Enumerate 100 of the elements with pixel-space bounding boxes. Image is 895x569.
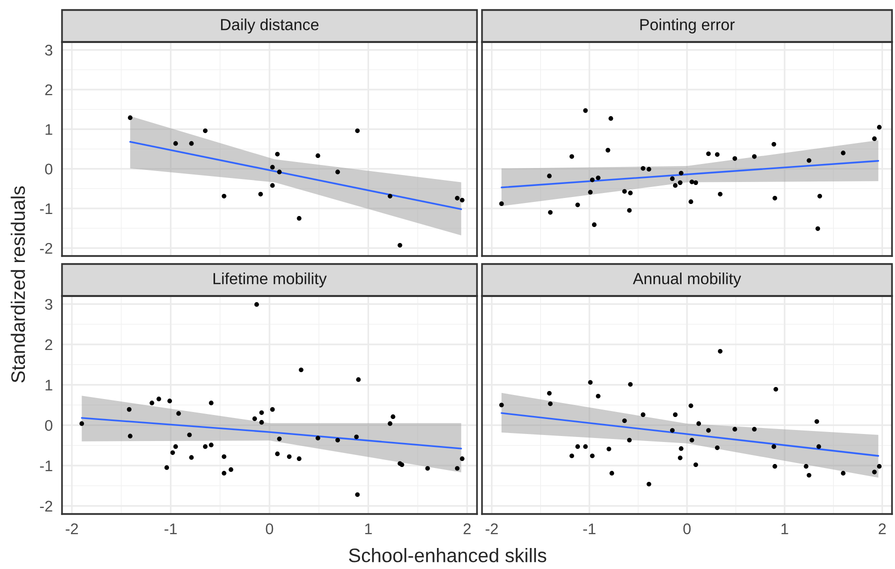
y-tick-label: 0 (45, 420, 52, 431)
point (499, 201, 504, 206)
point (596, 176, 600, 180)
point (627, 438, 632, 442)
point (583, 444, 588, 449)
point (189, 141, 194, 146)
point (164, 465, 170, 470)
point (460, 456, 464, 461)
x-tick-label: 1 (782, 524, 788, 534)
point (714, 152, 720, 157)
point (646, 166, 652, 172)
point (170, 450, 175, 455)
point (156, 396, 162, 402)
point (718, 192, 722, 196)
point (202, 128, 208, 134)
point (277, 436, 282, 442)
y-tick-label: 3 (45, 298, 52, 310)
point (208, 442, 214, 448)
point (316, 436, 320, 440)
point (388, 194, 392, 198)
y-tick-label: -1 (40, 203, 52, 214)
point (804, 464, 808, 469)
point (222, 470, 226, 476)
point (646, 482, 652, 486)
point (670, 176, 675, 182)
point (454, 196, 460, 200)
point (678, 456, 682, 460)
point (606, 148, 610, 152)
point (126, 407, 132, 412)
point (128, 115, 132, 120)
point (454, 466, 460, 471)
point (688, 404, 694, 408)
point (690, 438, 694, 442)
point (772, 142, 776, 147)
chart-title: Daily distance (221, 18, 319, 34)
y-tick-label: -2 (40, 500, 52, 512)
point (270, 164, 275, 170)
point (460, 198, 464, 202)
point (606, 446, 612, 452)
point (678, 446, 684, 451)
x-tick-label: 2 (878, 523, 886, 534)
point (772, 444, 776, 449)
point (547, 174, 552, 178)
point (173, 141, 178, 146)
x-tick-label: 2 (464, 523, 471, 534)
point (628, 190, 633, 196)
point (732, 156, 738, 161)
point (806, 158, 812, 163)
point (277, 170, 282, 174)
point (696, 421, 702, 426)
y-tick-label: 2 (45, 84, 52, 96)
point (718, 349, 722, 354)
point (298, 368, 304, 372)
point (176, 411, 181, 416)
point (252, 416, 257, 422)
point (570, 454, 574, 458)
point (547, 390, 552, 396)
point (672, 183, 678, 188)
y-tick-label: 1 (46, 124, 52, 135)
point (335, 170, 340, 174)
x-axis-title: School-enhanced skills (348, 548, 546, 562)
point (693, 180, 698, 185)
x-tick-label: -1 (164, 524, 177, 534)
point (356, 377, 361, 382)
point (354, 434, 359, 440)
point (814, 419, 820, 424)
y-tick-label: -2 (40, 242, 52, 254)
point (640, 412, 646, 417)
y-tick-label: -1 (40, 460, 52, 472)
point (388, 421, 392, 426)
point (670, 428, 675, 433)
point (390, 414, 396, 420)
x-tick-label: -2 (66, 523, 78, 534)
point (575, 444, 580, 449)
point (259, 410, 264, 415)
point (640, 166, 646, 171)
point (355, 492, 360, 497)
point (628, 382, 633, 387)
point (840, 150, 846, 156)
point (772, 196, 778, 200)
point (840, 470, 846, 476)
x-tick-label: 1 (365, 524, 372, 534)
point (592, 222, 597, 227)
point (877, 124, 882, 130)
point (872, 470, 877, 474)
point (548, 401, 553, 406)
point (690, 180, 694, 184)
x-tick-label: -1 (583, 524, 596, 534)
point (622, 189, 627, 194)
point (706, 428, 711, 433)
point (608, 116, 614, 121)
point (222, 454, 226, 459)
x-tick-label: 0 (683, 523, 691, 534)
point (259, 420, 264, 425)
point (622, 418, 627, 424)
point (575, 202, 580, 208)
point (187, 432, 192, 438)
point (167, 398, 172, 404)
point (596, 394, 600, 398)
y-tick-label: 0 (45, 164, 52, 174)
